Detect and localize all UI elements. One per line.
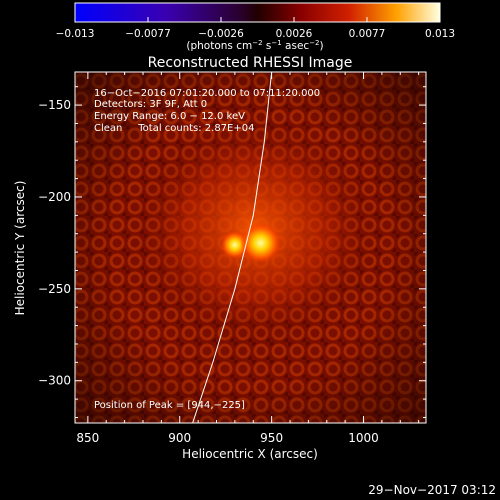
colorbar-tick-label: −0.0077 xyxy=(125,28,171,40)
y-tick-label: −250 xyxy=(38,282,71,296)
x-axis-label: Heliocentric X (arcsec) xyxy=(182,447,318,461)
y-axis-label: Heliocentric Y (arcsec) xyxy=(13,181,27,316)
x-tick-label: 1000 xyxy=(348,431,379,445)
peak-source xyxy=(240,222,281,263)
timestamp-footer: 29−Nov−2017 03:12 xyxy=(368,483,496,497)
colorbar-tick-label: −0.013 xyxy=(56,28,95,40)
annotation-time: 16−Oct−2016 07:01:20.000 to 07:11:20.000 xyxy=(94,88,320,99)
x-tick-label: 950 xyxy=(260,431,283,445)
x-tick-label: 850 xyxy=(76,431,99,445)
colorbar-tick-label: −0.0026 xyxy=(198,28,244,40)
annotation-counts: Clean Total counts: 2.87E+04 xyxy=(94,123,254,134)
colorbar-tick-label: 0.0077 xyxy=(349,28,386,40)
y-tick-label: −200 xyxy=(38,190,71,204)
annotation-detectors: Detectors: 3F 9F, Att 0 xyxy=(94,99,207,110)
y-tick-label: −300 xyxy=(38,374,71,388)
plot-frame xyxy=(74,71,427,424)
peak-position-label: Position of Peak = [944,−225] xyxy=(94,400,245,411)
axis-ticks: 850 900 950 1000 −150 −200 −250 −300 xyxy=(38,72,426,445)
solar-limb-curve xyxy=(192,72,273,423)
plot-title: Reconstructed RHESSI Image xyxy=(148,55,353,71)
x-tick-label: 900 xyxy=(168,431,191,445)
colorbar-ticks: −0.013 −0.0077 −0.0026 0.0026 0.0077 0.013 xyxy=(56,17,455,40)
colorbar-unit: (photons cm−2 s−1 asec−2) xyxy=(186,39,323,52)
y-tick-label: −150 xyxy=(38,98,71,112)
annotation-energy: Energy Range: 6.0 − 12.0 keV xyxy=(94,111,245,122)
colorbar-tick-label: 0.013 xyxy=(425,28,455,40)
colorbar-tick-label: 0.0026 xyxy=(276,28,313,40)
colorbar xyxy=(74,2,441,23)
rhessi-image xyxy=(75,72,426,423)
